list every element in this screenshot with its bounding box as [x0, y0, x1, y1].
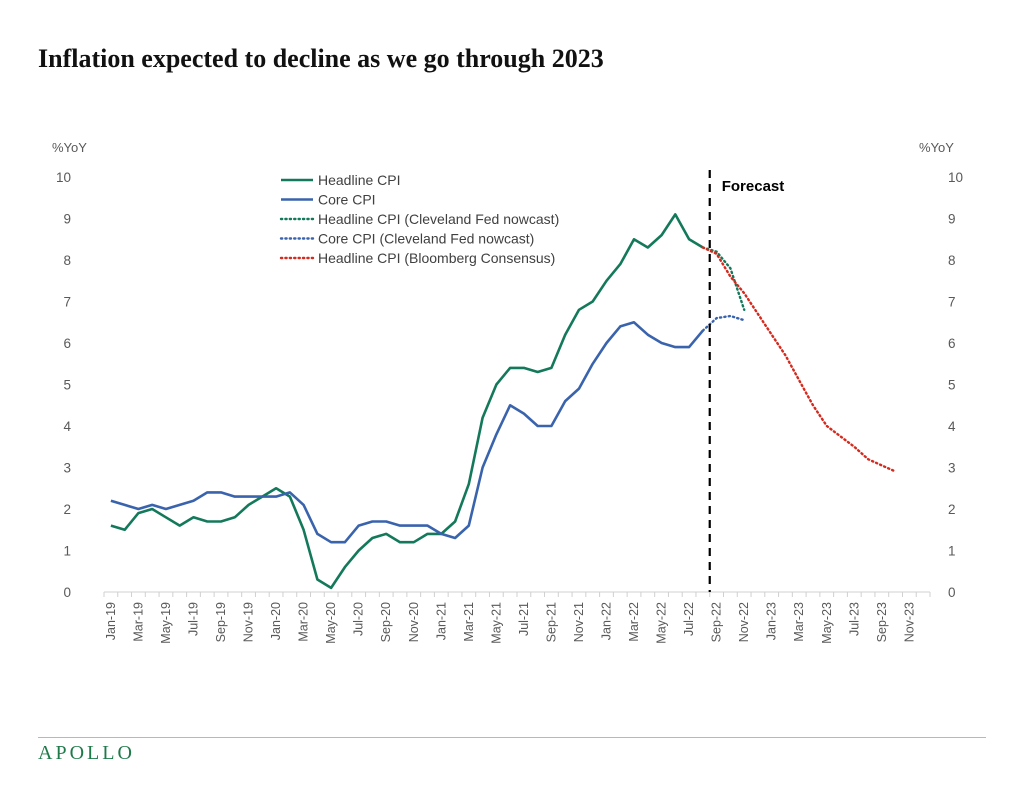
x-tick-label: Jul-21 [517, 602, 531, 636]
series-line-1 [110, 320, 704, 544]
x-tick-label: Jan-21 [434, 602, 448, 640]
x-tick-label: Sep-19 [214, 602, 228, 642]
y-tick-label-right: 2 [948, 502, 956, 517]
y-axis-label-left: %YoY [52, 140, 87, 155]
x-tick-label: Sep-21 [544, 602, 558, 642]
y-tick-label-left: 8 [63, 253, 71, 268]
y-tick-label-right: 8 [948, 253, 956, 268]
x-tick-label: Jul-19 [186, 602, 200, 636]
y-tick-label-right: 4 [948, 419, 956, 434]
x-tick-label: Mar-21 [462, 602, 476, 642]
y-tick-label-left: 1 [63, 544, 71, 559]
x-tick-label: Mar-20 [297, 602, 311, 642]
forecast-label: Forecast [722, 178, 785, 195]
series-line-2 [701, 246, 746, 311]
legend-label-3: Core CPI (Cleveland Fed nowcast) [318, 231, 534, 247]
x-tick-label: May-23 [820, 602, 834, 644]
legend-label-4: Headline CPI (Bloomberg Consensus) [318, 250, 555, 266]
y-tick-label-left: 0 [63, 585, 71, 600]
legend-label-2: Headline CPI (Cleveland Fed nowcast) [318, 211, 559, 227]
series-line-4 [701, 246, 897, 473]
x-tick-label: Nov-21 [572, 602, 586, 642]
x-tick-label: Sep-23 [875, 602, 889, 642]
legend-label-1: Core CPI [318, 192, 376, 208]
y-tick-label-left: 9 [63, 212, 71, 227]
y-tick-label-left: 2 [63, 502, 71, 517]
y-tick-label-left: 5 [63, 378, 71, 393]
x-tick-label: Nov-19 [242, 602, 256, 642]
y-tick-label-right: 3 [948, 461, 956, 476]
y-axis-label-right: %YoY [919, 140, 954, 155]
series-line-0 [110, 213, 704, 590]
x-tick-label: Mar-19 [131, 602, 145, 642]
x-tick-label: Nov-22 [737, 602, 751, 642]
y-tick-label-right: 10 [948, 170, 963, 185]
apollo-logo: APOLLO [38, 742, 135, 764]
x-tick-label: Mar-22 [627, 602, 641, 642]
x-tick-label: May-19 [159, 602, 173, 644]
x-tick-label: May-20 [324, 602, 338, 644]
y-tick-label-right: 9 [948, 212, 956, 227]
chart-legend: Headline CPI Core CPI Headline CPI (Clevel… [279, 172, 559, 266]
x-tick-label: Jul-23 [847, 602, 861, 636]
legend-label-0: Headline CPI [318, 172, 401, 188]
x-tick-label: Sep-22 [710, 602, 724, 642]
x-tick-label: May-22 [655, 602, 669, 644]
y-tick-label-right: 6 [948, 336, 956, 351]
x-tick-label: Jan-19 [104, 602, 118, 640]
x-tick-label: Jul-22 [682, 602, 696, 636]
page-title: Inflation expected to decline as we go t… [38, 44, 604, 73]
series-layer [110, 213, 897, 590]
x-tick-label: Jan-23 [765, 602, 779, 640]
y-tick-label-left: 4 [63, 419, 71, 434]
x-tick-label: Sep-20 [379, 602, 393, 642]
y-tick-label-left: 10 [56, 170, 71, 185]
y-tick-label-right: 0 [948, 585, 956, 600]
footer-divider [38, 737, 986, 738]
y-tick-label-right: 1 [948, 544, 956, 559]
x-tick-label: Mar-23 [792, 602, 806, 642]
x-tick-label: Nov-20 [407, 602, 421, 642]
x-tick-label: Jan-22 [599, 602, 613, 640]
x-tick-label: Nov-23 [902, 602, 916, 642]
y-tick-label-left: 7 [63, 295, 71, 310]
x-tick-label: May-21 [489, 602, 503, 644]
chart-axes: Jan-19 Mar-19 May-19 Jul-19 Sep-19 Nov-19 Jan-… [56, 170, 963, 644]
x-tick-label: Jan-20 [269, 602, 283, 640]
y-tick-label-left: 3 [63, 461, 71, 476]
forecast-marker: Forecast [708, 170, 785, 592]
y-tick-label-left: 6 [63, 336, 71, 351]
y-tick-label-right: 7 [948, 295, 956, 310]
y-tick-label-right: 5 [948, 378, 956, 393]
x-tick-label: Jul-20 [352, 602, 366, 636]
